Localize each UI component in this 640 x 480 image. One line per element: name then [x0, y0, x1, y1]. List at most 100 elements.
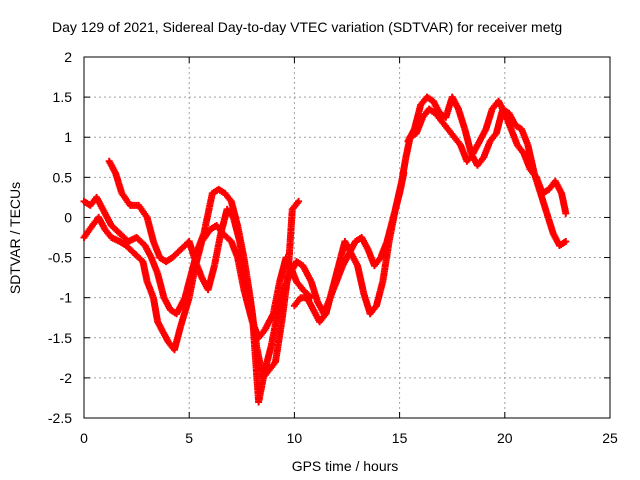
- data-point: [354, 262, 367, 296]
- plot-frame: [83, 56, 611, 419]
- data-point: [410, 103, 424, 133]
- data-point: [80, 223, 95, 241]
- data-point: [272, 320, 285, 366]
- data-point: [322, 288, 336, 318]
- data-point: [391, 179, 405, 213]
- data-point: [107, 222, 122, 236]
- x-tick-label: 10: [287, 430, 303, 446]
- data-point: [486, 131, 499, 145]
- data-point: [255, 368, 268, 406]
- data-point: [118, 189, 133, 208]
- data-point: [122, 242, 137, 256]
- data-point: [455, 105, 468, 131]
- y-tick-label: 1: [64, 129, 72, 145]
- data-point: [139, 258, 151, 284]
- data-point: [438, 117, 451, 132]
- y-tick-label: -1: [60, 290, 73, 306]
- data-point: [492, 107, 506, 137]
- y-tick-label: -0.5: [48, 250, 72, 266]
- series-track-e: [404, 93, 570, 249]
- data-point: [267, 312, 281, 350]
- data-point: [299, 286, 310, 296]
- data-point: [316, 311, 329, 326]
- data-points: [80, 93, 570, 406]
- x-tick-labels: 0 5 10 15 20 25: [80, 430, 618, 446]
- y-tick-labels: 2 1.5 1 0.5 0 -0.5 -1 -1.5 -2 -2.5: [48, 49, 72, 426]
- series-track-a: [80, 213, 315, 354]
- data-point: [242, 278, 256, 316]
- data-point: [431, 109, 444, 124]
- data-point: [210, 232, 224, 270]
- y-tick-label: -2: [60, 370, 73, 386]
- data-point: [373, 280, 386, 310]
- data-point: [200, 192, 216, 237]
- data-point: [236, 238, 250, 283]
- data-point: [461, 125, 475, 155]
- data-point: [177, 296, 193, 330]
- data-point: [379, 240, 393, 286]
- data-point: [295, 197, 303, 205]
- data-point: [360, 290, 373, 316]
- y-tick-label: -2.5: [48, 410, 72, 426]
- data-point: [131, 250, 145, 264]
- chart-title: Day 129 of 2021, Sidereal Day-to-day VTE…: [52, 19, 562, 35]
- data-point: [217, 207, 230, 237]
- data-point: [524, 141, 538, 175]
- data-point: [269, 280, 283, 318]
- data-point: [143, 213, 157, 243]
- data-point: [385, 208, 399, 245]
- x-tick-label: 5: [185, 430, 193, 446]
- y-tick-label: 0.5: [53, 169, 73, 185]
- data-point: [171, 324, 184, 354]
- data-point: [288, 199, 301, 213]
- y-tick-label: 0: [64, 209, 72, 225]
- data-point: [482, 107, 495, 133]
- data-point: [265, 359, 278, 374]
- data-point: [133, 234, 148, 248]
- data-point: [444, 125, 457, 140]
- data-point: [328, 264, 342, 294]
- data-point: [112, 169, 125, 195]
- data-point: [530, 169, 544, 195]
- data-point: [290, 295, 303, 310]
- data-point: [543, 209, 557, 235]
- data-point: [261, 344, 275, 374]
- data-point: [101, 226, 114, 240]
- data-point: [204, 264, 218, 294]
- data-point: [229, 213, 243, 243]
- data-point: [398, 155, 410, 185]
- data-point: [307, 278, 321, 304]
- data-point: [135, 201, 150, 220]
- data-point: [223, 205, 236, 220]
- x-axis-label: GPS time / hours: [292, 458, 399, 474]
- y-tick-label: 2: [64, 49, 72, 65]
- x-tick-label: 25: [602, 430, 618, 446]
- data-point: [293, 278, 306, 292]
- data-point: [558, 189, 569, 215]
- grid: [84, 57, 610, 418]
- data-point: [185, 238, 199, 264]
- data-point: [181, 272, 195, 302]
- y-tick-label: 1.5: [53, 89, 73, 105]
- data-point: [450, 133, 463, 148]
- data-point: [513, 141, 526, 156]
- data-point: [297, 294, 309, 302]
- series-track-d: [290, 97, 570, 326]
- data-point: [149, 294, 161, 324]
- axis-ticks: [83, 56, 611, 419]
- x-tick-label: 0: [80, 430, 88, 446]
- data-point: [370, 255, 383, 270]
- x-tick-label: 15: [392, 430, 408, 446]
- data-point: [168, 247, 183, 262]
- data-point: [562, 209, 570, 217]
- x-tick-label: 20: [497, 430, 513, 446]
- y-tick-label: -1.5: [48, 330, 72, 346]
- data-point: [473, 155, 486, 169]
- data-point: [274, 288, 287, 318]
- data-point: [154, 270, 167, 300]
- data-point: [221, 189, 234, 204]
- data-point: [537, 189, 550, 215]
- data-point: [366, 303, 379, 318]
- y-axis-label: SDTVAR / TECUs: [7, 182, 23, 294]
